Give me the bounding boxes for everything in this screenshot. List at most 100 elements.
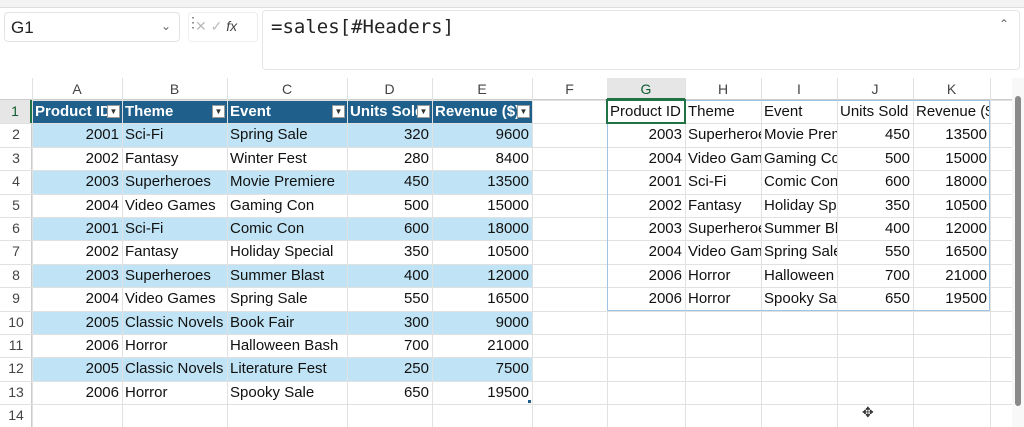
- cell[interactable]: 18000: [945, 173, 987, 191]
- cell[interactable]: Event: [230, 103, 271, 120]
- cell[interactable]: 2003: [85, 266, 119, 284]
- cell[interactable]: Units Sold: [350, 103, 425, 120]
- cell[interactable]: 650: [884, 290, 910, 308]
- row-header[interactable]: 12: [8, 360, 24, 377]
- cell[interactable]: 600: [403, 220, 429, 237]
- cell[interactable]: Winter Fest: [230, 149, 307, 167]
- cell[interactable]: 16500: [487, 290, 529, 308]
- cell[interactable]: 550: [884, 243, 910, 261]
- cell[interactable]: Summer Blast: [230, 266, 325, 284]
- cell[interactable]: Literature Fest: [230, 360, 327, 378]
- cell[interactable]: 320: [403, 126, 429, 144]
- column-header[interactable]: C: [281, 81, 293, 97]
- cell[interactable]: 16500: [945, 243, 987, 261]
- formula-buttons[interactable]: ✕ ✓ fx: [188, 12, 258, 42]
- cell[interactable]: 2006: [85, 383, 119, 401]
- cell[interactable]: Superheroes: [688, 220, 761, 237]
- cell[interactable]: 350: [884, 196, 910, 214]
- column-header[interactable]: B: [169, 81, 180, 97]
- cell[interactable]: Superheroes: [125, 266, 211, 284]
- cell[interactable]: 2003: [648, 220, 682, 237]
- cell[interactable]: 250: [403, 360, 429, 378]
- cell[interactable]: Video Games: [125, 196, 216, 214]
- cell[interactable]: 500: [884, 149, 910, 167]
- cell[interactable]: Gaming Con: [230, 196, 315, 214]
- cell[interactable]: Spooky Sale: [230, 383, 315, 401]
- cell[interactable]: Superheroes: [125, 173, 211, 191]
- cell[interactable]: 550: [403, 290, 429, 308]
- dropdown-icon[interactable]: ⌄: [160, 19, 171, 33]
- cell[interactable]: Horror: [688, 290, 731, 308]
- column-header[interactable]: F: [565, 81, 574, 97]
- cell[interactable]: Classic Novels: [125, 313, 224, 331]
- column-header[interactable]: G: [607, 78, 685, 100]
- cell[interactable]: Gaming Con: [764, 149, 837, 167]
- cell[interactable]: 400: [884, 220, 910, 237]
- cell[interactable]: Video Games: [688, 149, 761, 167]
- cell[interactable]: Spring Sale: [764, 243, 837, 261]
- cell[interactable]: 2003: [648, 126, 682, 144]
- filter-button[interactable]: ▼: [212, 105, 225, 118]
- cell[interactable]: Sci-Fi: [125, 220, 164, 237]
- cell[interactable]: 15000: [487, 196, 529, 214]
- row-header[interactable]: 9: [12, 290, 20, 307]
- cell[interactable]: 9600: [495, 126, 529, 144]
- name-box[interactable]: G1 ⌄: [4, 12, 180, 42]
- cell[interactable]: Fantasy: [688, 196, 742, 214]
- cell[interactable]: 21000: [945, 266, 987, 284]
- row-header[interactable]: 13: [8, 383, 24, 400]
- cell[interactable]: Superheroes: [688, 126, 761, 144]
- cell[interactable]: 2006: [85, 337, 119, 354]
- row-header[interactable]: 3: [12, 149, 20, 166]
- row-header[interactable]: 2: [12, 126, 20, 143]
- cell[interactable]: 2002: [85, 149, 119, 167]
- cell[interactable]: Sci-Fi: [125, 126, 164, 144]
- cell[interactable]: Video Games: [125, 290, 216, 308]
- cell[interactable]: 450: [403, 173, 429, 191]
- cell[interactable]: 2006: [648, 290, 682, 308]
- filter-button[interactable]: ▼: [332, 105, 345, 118]
- cell[interactable]: 600: [884, 173, 910, 191]
- cell[interactable]: Comic Con: [230, 220, 305, 237]
- cell[interactable]: Fantasy: [125, 243, 179, 261]
- cell[interactable]: 21000: [487, 337, 529, 354]
- cell[interactable]: Revenue ($): [435, 103, 521, 120]
- cell[interactable]: Halloween Bash: [764, 266, 837, 284]
- row-header[interactable]: 14: [8, 407, 24, 424]
- cell[interactable]: Book Fair: [230, 313, 295, 331]
- cell[interactable]: Spring Sale: [230, 126, 308, 144]
- cell[interactable]: Sci-Fi: [688, 173, 727, 191]
- row-header[interactable]: 7: [12, 243, 20, 260]
- row-header[interactable]: 10: [8, 313, 24, 330]
- cell[interactable]: 9000: [495, 313, 529, 331]
- cell[interactable]: Product ID: [35, 103, 111, 120]
- cell[interactable]: Holiday Special: [230, 243, 334, 261]
- column-header[interactable]: K: [946, 81, 957, 97]
- cell[interactable]: Classic Novels: [125, 360, 224, 378]
- cell[interactable]: 450: [884, 126, 910, 144]
- cell[interactable]: Horror: [688, 266, 731, 284]
- cell[interactable]: Comic Con: [764, 173, 837, 191]
- cell[interactable]: Video Games: [688, 243, 761, 261]
- filter-button[interactable]: ▼: [517, 105, 530, 118]
- cell[interactable]: Summer Blast: [764, 220, 837, 237]
- cell[interactable]: 2005: [85, 313, 119, 331]
- cell[interactable]: 18000: [487, 220, 529, 237]
- cell[interactable]: 650: [403, 383, 429, 401]
- column-header[interactable]: E: [477, 81, 487, 97]
- cell[interactable]: 700: [884, 266, 910, 284]
- cell[interactable]: Horror: [125, 337, 168, 354]
- column-header[interactable]: D: [384, 81, 395, 97]
- formula-bar[interactable]: =sales[#Headers] ⌃: [262, 10, 1020, 70]
- cell[interactable]: Movie Premiere: [764, 126, 837, 144]
- cell[interactable]: 2002: [648, 196, 682, 214]
- row-header[interactable]: 1: [0, 100, 32, 124]
- cell[interactable]: 13500: [487, 173, 529, 191]
- cell[interactable]: Fantasy: [125, 149, 179, 167]
- cell[interactable]: 400: [403, 266, 429, 284]
- cell[interactable]: Spooky Sale: [764, 290, 837, 308]
- active-cell[interactable]: [606, 99, 686, 125]
- cell[interactable]: 2006: [648, 266, 682, 284]
- row-header[interactable]: 11: [8, 337, 24, 353]
- row-header[interactable]: 4: [12, 173, 20, 190]
